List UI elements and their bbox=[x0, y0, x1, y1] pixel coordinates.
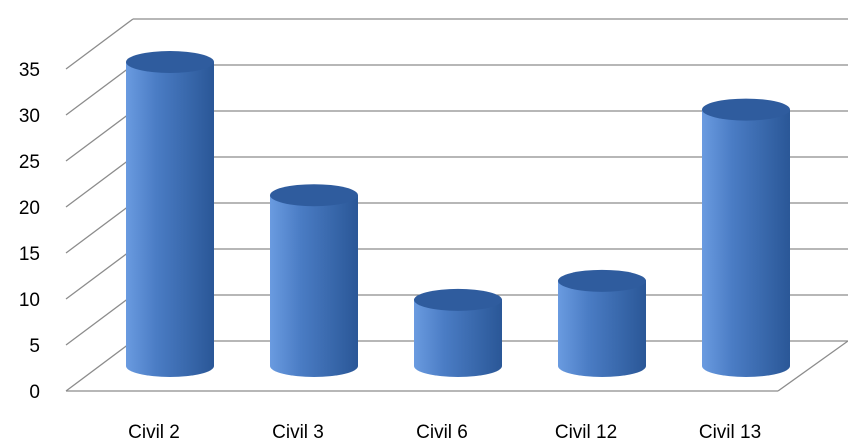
bar-civil-13 bbox=[702, 109, 790, 378]
bar-top-civil-13 bbox=[702, 98, 790, 121]
x-tick-label: Civil 6 bbox=[416, 422, 468, 441]
bar-civil-2 bbox=[126, 62, 214, 377]
bars bbox=[126, 51, 790, 378]
bar-civil-6 bbox=[414, 299, 502, 377]
bar-top-civil-2 bbox=[126, 51, 214, 73]
x-tick-label: Civil 3 bbox=[272, 422, 324, 441]
y-tick-label: 35 bbox=[19, 60, 40, 81]
bar-civil-3 bbox=[270, 195, 358, 377]
bar-top-civil-6 bbox=[414, 288, 502, 311]
x-tick-label: Civil 2 bbox=[128, 422, 180, 441]
gridline-side-5 bbox=[65, 294, 134, 346]
y-tick-label: 10 bbox=[19, 290, 40, 311]
gridline-side-10 bbox=[65, 248, 134, 300]
gridline-side-30 bbox=[65, 64, 134, 116]
y-axis-ticks: 0 5 10 15 20 25 30 35 bbox=[19, 60, 40, 403]
x-tick-label: Civil 12 bbox=[555, 422, 617, 441]
y-tick-label: 20 bbox=[19, 198, 40, 219]
x-axis-labels: Civil 2 Civil 3 Civil 6 Civil 12 Civil 13 bbox=[128, 422, 761, 441]
y-tick-label: 0 bbox=[29, 382, 40, 403]
y-tick-label: 30 bbox=[19, 106, 40, 127]
bar-top-civil-12 bbox=[558, 269, 646, 292]
bar-top-civil-3 bbox=[270, 184, 358, 207]
y-tick-label: 5 bbox=[29, 336, 40, 357]
gridline-side-35 bbox=[65, 18, 134, 70]
x-tick-label: Civil 13 bbox=[699, 422, 761, 441]
gridline-side-0 bbox=[65, 340, 134, 392]
y-tick-label: 15 bbox=[19, 244, 40, 265]
floor-right-edge bbox=[777, 340, 848, 392]
gridline-side-15 bbox=[65, 202, 134, 254]
bar-civil-12 bbox=[558, 280, 646, 377]
gridline-side-20 bbox=[65, 156, 134, 208]
y-tick-label: 25 bbox=[19, 152, 40, 173]
gridline-side-25 bbox=[65, 110, 134, 162]
